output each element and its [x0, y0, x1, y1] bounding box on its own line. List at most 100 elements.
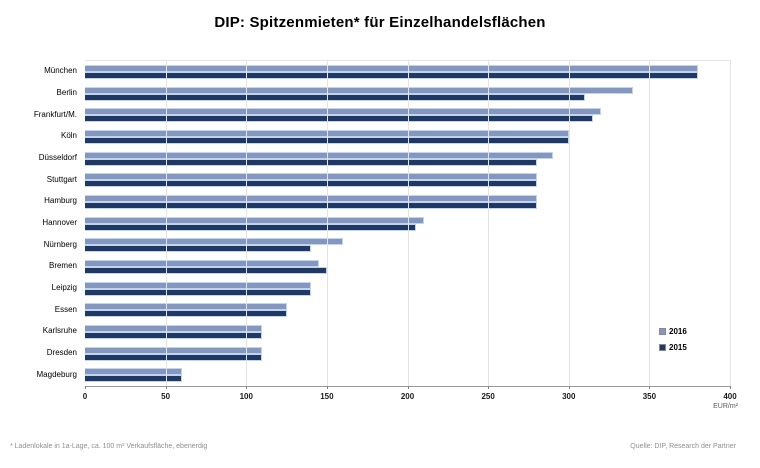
bar-pair-Hannover	[85, 216, 730, 231]
bar-2016-Nürnberg	[85, 238, 343, 246]
legend-entry-2016: 2016	[659, 327, 687, 336]
bar-pair-Dresden	[85, 346, 730, 361]
bar-2015-Hannover	[85, 223, 416, 231]
x-tick-label-400: 400	[723, 392, 737, 401]
legend-swatch-2015	[659, 344, 666, 351]
bar-2016-Hamburg	[85, 194, 537, 202]
category-label-Frankfurt/M.: Frankfurt/M.	[33, 109, 77, 119]
bar-row-Magdeburg	[85, 364, 730, 386]
category-label-Köln: Köln	[60, 131, 77, 141]
bar-row-Leipzig	[85, 278, 730, 300]
bar-pair-Düsseldorf	[85, 151, 730, 166]
bar-2015-Berlin	[85, 93, 585, 101]
bar-pair-Nürnberg	[85, 238, 730, 253]
bar-rows	[85, 61, 730, 386]
bar-2015-Karlsruhe	[85, 331, 263, 339]
x-tick-label-350: 350	[642, 392, 657, 401]
bar-row-Stuttgart	[85, 169, 730, 191]
bar-row-Frankfurt/M.	[85, 104, 730, 126]
x-tick-label-100: 100	[239, 392, 253, 401]
bar-2015-Hamburg	[85, 201, 537, 209]
bar-row-Bremen	[85, 256, 730, 278]
gridline-300	[568, 61, 570, 386]
bar-pair-Hamburg	[85, 194, 730, 209]
bar-pair-München	[85, 64, 730, 79]
bar-row-Essen	[85, 299, 730, 321]
category-label-Nürnberg: Nürnberg	[43, 239, 77, 249]
tick-mark-50	[165, 386, 167, 389]
x-axis: 0 50 100 150 200 250 300 350 400	[82, 386, 737, 404]
bar-2016-München	[85, 64, 698, 72]
legend-entry-2015: 2015	[659, 343, 687, 352]
bar-2015-Essen	[85, 310, 287, 318]
x-tick-label-0: 0	[82, 392, 88, 401]
tick-mark-400	[730, 386, 731, 389]
bar-2015-Magdeburg	[85, 375, 182, 383]
gridline-200	[407, 61, 409, 386]
bar-row-Karlsruhe	[85, 321, 730, 343]
bar-pair-Leipzig	[85, 281, 730, 296]
category-label-Essen: Essen	[54, 304, 77, 314]
x-axis-unit-label: EUR/m²	[713, 403, 738, 410]
category-label-Leipzig: Leipzig	[51, 283, 77, 293]
bar-2016-Stuttgart	[85, 173, 537, 181]
bar-pair-Magdeburg	[85, 368, 730, 383]
x-tick-label-150: 150	[320, 392, 334, 401]
legend: 2016 2015	[659, 327, 687, 352]
bar-2015-Düsseldorf	[85, 158, 537, 166]
chart-source: Quelle: DIP, Research der Partner	[630, 443, 736, 450]
tick-mark-100	[246, 386, 248, 389]
bar-pair-Stuttgart	[85, 173, 730, 188]
bar-pair-Berlin	[85, 86, 730, 101]
legend-label-2016: 2016	[669, 327, 687, 336]
tick-mark-200	[407, 386, 409, 389]
bar-pair-Frankfurt/M.	[85, 108, 730, 123]
category-label-Düsseldorf: Düsseldorf	[38, 153, 77, 163]
bar-2016-Karlsruhe	[85, 324, 263, 332]
category-label-Hamburg: Hamburg	[44, 196, 77, 206]
legend-swatch-2016	[659, 328, 666, 335]
chart-title: DIP: Spitzenmieten* für Einzelhandelsflä…	[214, 14, 546, 31]
bar-row-München	[85, 61, 730, 83]
category-label-Karlsruhe: Karlsruhe	[42, 326, 77, 336]
chart-footnote: * Ladenlokale in 1a-Lage, ca. 100 m² Ver…	[10, 443, 208, 450]
bar-2016-Hannover	[85, 216, 424, 224]
bar-2016-Bremen	[85, 259, 319, 267]
bar-2016-Magdeburg	[85, 368, 182, 376]
category-label-München: München	[44, 66, 77, 76]
tick-mark-350	[649, 386, 651, 389]
bar-pair-Karlsruhe	[85, 324, 730, 339]
gridline-100	[246, 61, 248, 386]
tick-mark-300	[568, 386, 570, 389]
bar-2016-Frankfurt/M.	[85, 108, 601, 116]
category-label-Stuttgart: Stuttgart	[46, 174, 77, 184]
tick-mark-150	[326, 386, 328, 389]
bar-row-Hamburg	[85, 191, 730, 213]
bar-2015-München	[85, 71, 698, 79]
bar-pair-Bremen	[85, 259, 730, 274]
category-label-Bremen: Bremen	[48, 261, 77, 271]
category-label-Hannover: Hannover	[42, 218, 77, 228]
x-tick-label-300: 300	[562, 392, 576, 401]
bar-row-Nürnberg	[85, 234, 730, 256]
bar-2015-Nürnberg	[85, 245, 311, 253]
bar-2016-Düsseldorf	[85, 151, 553, 159]
bar-2015-Bremen	[85, 266, 327, 274]
category-label-Magdeburg: Magdeburg	[36, 369, 77, 379]
bar-pair-Essen	[85, 303, 730, 318]
x-tick-label-250: 250	[481, 392, 495, 401]
x-tick-label-200: 200	[400, 392, 415, 401]
legend-label-2015: 2015	[669, 343, 687, 352]
category-label-Berlin: Berlin	[56, 88, 77, 97]
bar-2016-Essen	[85, 303, 287, 311]
bar-row-Düsseldorf	[85, 148, 730, 170]
gridline-50	[165, 61, 167, 386]
plot-area	[85, 60, 731, 387]
gridline-400	[730, 61, 731, 386]
bar-2016-Dresden	[85, 346, 263, 354]
bar-2015-Dresden	[85, 353, 263, 361]
bar-2015-Leipzig	[85, 288, 311, 296]
y-axis-labels: München Berlin Frankfurt/M. Köln Düsseldorf S…	[0, 60, 81, 385]
tick-mark-0	[85, 386, 86, 389]
